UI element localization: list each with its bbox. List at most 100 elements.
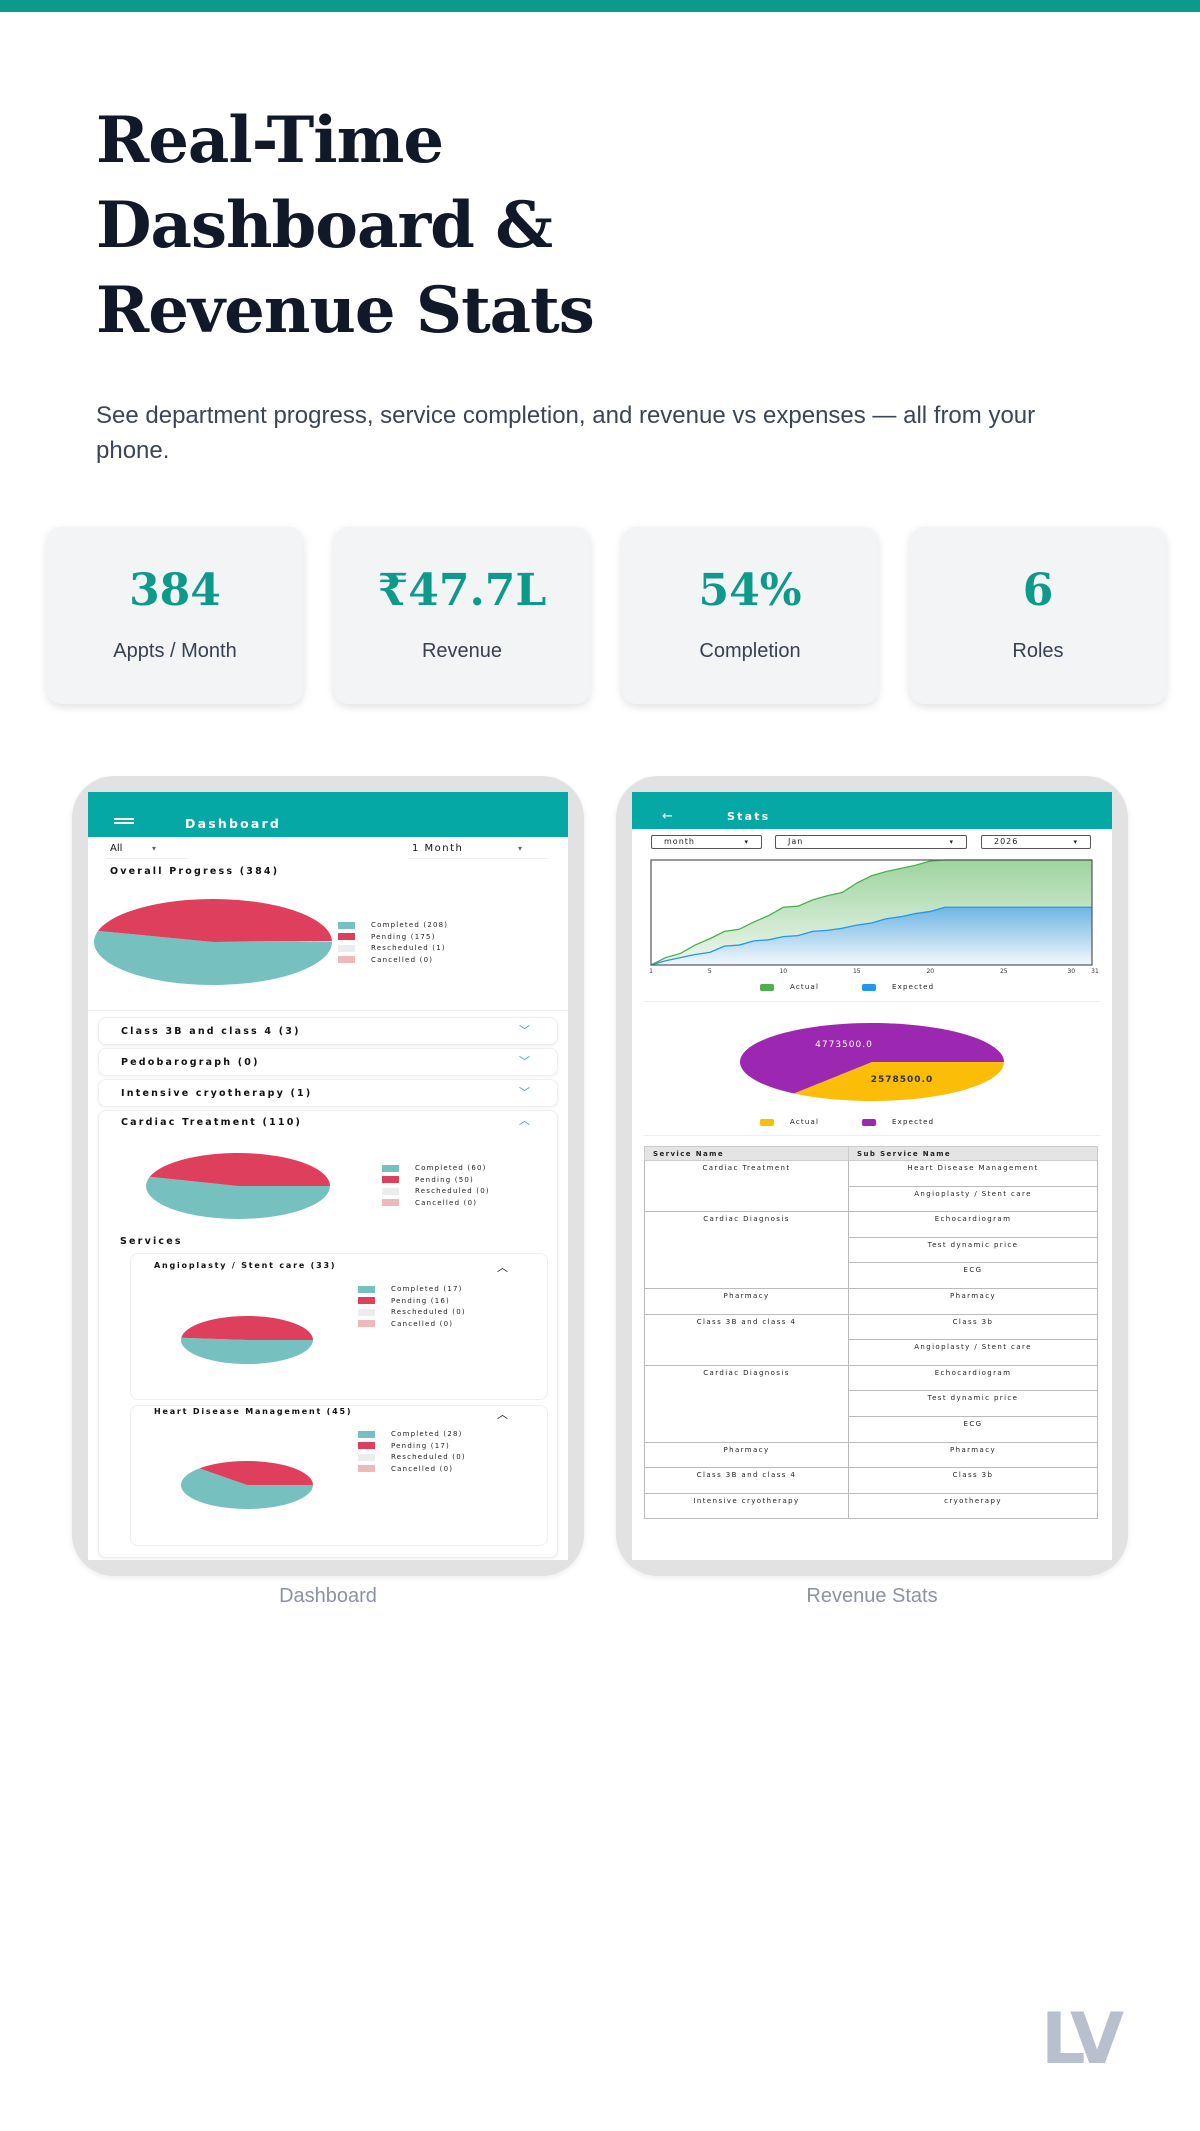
legend-swatch xyxy=(382,1199,399,1206)
chevron-up-icon[interactable]: ︿ xyxy=(497,1408,508,1421)
service-name-cell: Class 3B and class 4 xyxy=(644,1313,849,1366)
angioplasty-legend-item: Pending (16) xyxy=(358,1297,450,1305)
stat-label: Completion xyxy=(699,640,801,662)
chevron-down-icon: ﹀ xyxy=(519,1024,530,1037)
services-label: Services xyxy=(120,1236,183,1247)
service-title: Heart Disease Management (45) xyxy=(154,1407,353,1416)
month-dropdown[interactable]: Jan ▾ xyxy=(775,835,967,849)
table-row: Cardiac Treatment Heart Disease Managemen… xyxy=(644,1159,1098,1213)
service-title: Angioplasty / Stent care (33) xyxy=(154,1261,337,1270)
legend-label: Cancelled (0) xyxy=(391,1464,454,1473)
table-row: Test dynamic price xyxy=(645,1390,1098,1417)
stat-card-completion: 54% Completion xyxy=(622,527,878,704)
legend-label: Expected xyxy=(892,983,935,991)
title-line: Revenue Stats xyxy=(96,273,595,348)
column-header: Service Name xyxy=(644,1146,849,1161)
legend-label: Rescheduled (0) xyxy=(415,1187,490,1195)
dropdown-caret-icon: ▾ xyxy=(949,838,954,846)
accordion-class-3b[interactable]: Class 3B and class 4 (3) ﹀ xyxy=(98,1017,558,1045)
hamburger-icon[interactable] xyxy=(114,818,134,824)
angioplasty-legend-item: Cancelled (0) xyxy=(358,1320,453,1328)
service-card-heart-disease[interactable]: Heart Disease Management (45) ︿ xyxy=(130,1405,548,1546)
legend-label: Completed (28) xyxy=(391,1430,463,1438)
angioplasty-legend-item: Completed (17) xyxy=(358,1285,463,1293)
chevron-down-icon: ﹀ xyxy=(519,1055,530,1068)
x-tick-label: 10 xyxy=(779,968,787,975)
service-name-cell: Cardiac Diagnosis xyxy=(644,1211,849,1289)
stat-card-appointments: 384 Appts / Month xyxy=(47,527,303,704)
sub-service-cell: Test dynamic price xyxy=(848,1236,1098,1264)
cardiac-legend-item: Cancelled (0) xyxy=(382,1199,477,1207)
stat-value: ₹47.7L xyxy=(377,565,547,616)
legend-swatch xyxy=(358,1285,375,1293)
table-row: Pharmacy Pharmacy xyxy=(644,1287,1098,1315)
legend-label: Completed (208) xyxy=(371,921,449,929)
revenue-phone-mockup: ← Stats month ▾ Jan ▾ 2026 ▾ 1 5 10 15 20 25 30 31… xyxy=(616,776,1128,1576)
screen-title: Stats xyxy=(727,810,771,823)
year-dropdown[interactable]: 2026 ▾ xyxy=(981,835,1091,849)
x-tick-label: 20 xyxy=(926,968,934,975)
heart-disease-legend-item: Cancelled (0) xyxy=(358,1465,453,1473)
cardiac-legend-item: Completed (60) xyxy=(382,1164,487,1172)
sub-service-cell: Pharmacy xyxy=(848,1441,1098,1469)
heart-disease-legend-item: Rescheduled (0) xyxy=(358,1453,466,1461)
title-line: Real-Time xyxy=(96,103,444,178)
legend-label: Pending (50) xyxy=(415,1175,474,1184)
legend-label: Pending (175) xyxy=(371,932,436,941)
heart-disease-legend-item: Pending (17) xyxy=(358,1442,450,1450)
period-filter[interactable]: 1 Month ▾ xyxy=(408,842,548,859)
stat-value: 384 xyxy=(129,565,221,616)
expected-area xyxy=(651,907,1092,965)
department-filter[interactable]: All ▾ xyxy=(106,842,188,859)
stat-label: Appts / Month xyxy=(113,640,237,662)
sub-service-cell: Angioplasty / Stent care xyxy=(848,1185,1098,1213)
legend-label: Cancelled (0) xyxy=(391,1319,454,1328)
revenue-screen: ← Stats month ▾ Jan ▾ 2026 ▾ 1 5 10 15 20 25 30 31… xyxy=(632,792,1112,1560)
legend-swatch xyxy=(862,1118,876,1126)
chart-legend-item: Actual xyxy=(760,1118,819,1126)
chevron-up-icon[interactable]: ︿ xyxy=(497,1261,508,1274)
top-accent-bar xyxy=(0,0,1200,12)
period-dropdown[interactable]: month ▾ xyxy=(651,835,762,849)
legend-label: Pending (17) xyxy=(391,1441,450,1450)
legend-swatch xyxy=(358,1308,375,1316)
table-row: Test dynamic price xyxy=(645,1236,1098,1264)
overall-pie-slice xyxy=(213,941,332,942)
sub-service-cell: Heart Disease Management xyxy=(848,1160,1098,1187)
page-subtitle: See department progress, service complet… xyxy=(96,402,1036,464)
dashboard-phone-mockup: Dashboard All ▾ 1 Month ▾ Overall Progre… xyxy=(72,776,584,1576)
sub-service-cell: ECG xyxy=(848,1415,1098,1443)
arrow-left-icon[interactable]: ← xyxy=(662,809,673,824)
sub-service-cell: ECG xyxy=(848,1262,1098,1289)
stat-value: 6 xyxy=(1022,565,1054,616)
accordion-pedobarograph[interactable]: Pedobarograph (0) ﹀ xyxy=(98,1048,558,1076)
legend-swatch xyxy=(760,1118,774,1126)
legend-label: Actual xyxy=(790,983,820,991)
column-header: Sub Service Name xyxy=(848,1146,1098,1161)
legend-label: Completed (60) xyxy=(415,1164,487,1172)
service-name-cell: Class 3B and class 4 xyxy=(644,1467,849,1494)
accordion-intensive-cryotherapy[interactable]: Intensive cryotherapy (1) ﹀ xyxy=(98,1079,558,1107)
dropdown-value: 2026 xyxy=(994,837,1019,846)
legend-label: Rescheduled (0) xyxy=(391,1453,466,1461)
table-row: Pharmacy Pharmacy xyxy=(644,1441,1098,1469)
sub-service-cell: cryotherapy xyxy=(848,1492,1098,1520)
legend-label: Pending (16) xyxy=(391,1296,450,1305)
legend-swatch xyxy=(338,956,355,963)
sub-service-cell: Class 3b xyxy=(848,1467,1098,1494)
legend-swatch xyxy=(358,1453,375,1461)
service-name-cell: Cardiac Diagnosis xyxy=(644,1364,849,1443)
dashboard-screen: Dashboard All ▾ 1 Month ▾ Overall Progre… xyxy=(88,792,568,1560)
service-name-cell: Pharmacy xyxy=(644,1441,849,1469)
divider xyxy=(644,1135,1100,1136)
divider xyxy=(88,1010,568,1011)
service-card-angioplasty[interactable]: Angioplasty / Stent care (33) ︿ xyxy=(130,1253,548,1400)
heart-disease-legend-item: Completed (28) xyxy=(358,1430,463,1438)
overall-legend-item: Rescheduled (1) xyxy=(338,944,446,952)
legend-label: Rescheduled (0) xyxy=(391,1308,466,1316)
overall-legend-item: Completed (208) xyxy=(338,921,448,929)
cardiac-legend-item: Pending (50) xyxy=(382,1176,474,1184)
table-row: Class 3B and class 4 Class 3b xyxy=(644,1467,1098,1494)
filter-value: All xyxy=(110,843,123,854)
